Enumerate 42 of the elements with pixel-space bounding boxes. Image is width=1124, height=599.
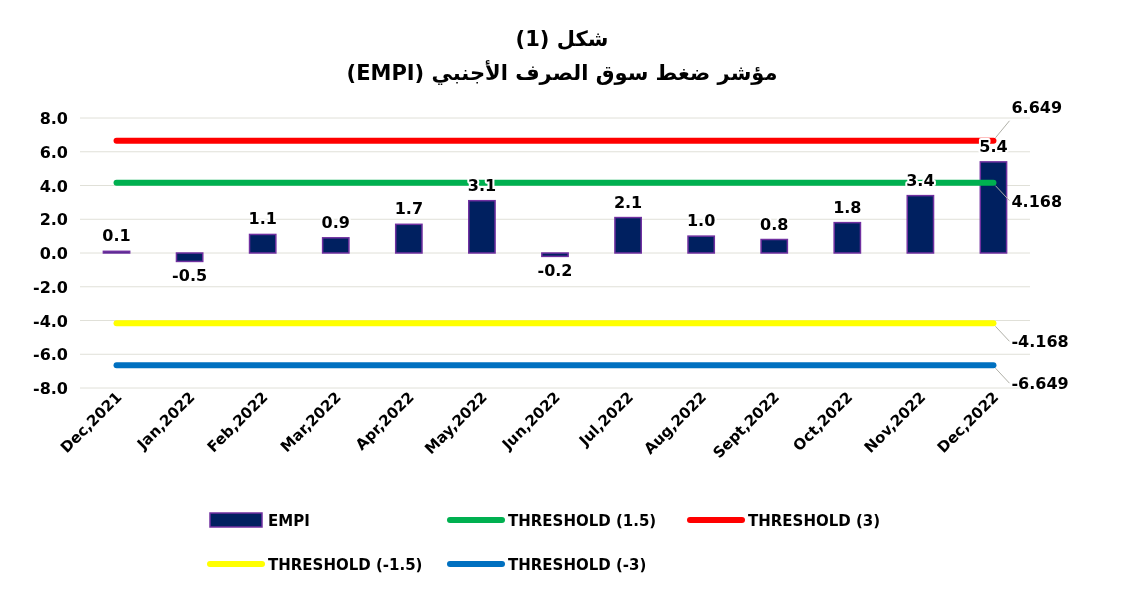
data-label: 0.8 xyxy=(760,214,789,234)
y-tick-label: 6.0 xyxy=(39,142,68,162)
data-label: 1.0 xyxy=(686,211,716,231)
data-label: -0.5 xyxy=(172,266,208,286)
data-label: 5.4 xyxy=(979,136,1008,156)
y-tick-label: -4.0 xyxy=(33,311,68,331)
data-label: 4.168 xyxy=(1011,191,1063,211)
bar xyxy=(906,194,935,254)
legend-label: THRESHOLD (1.5) xyxy=(508,512,657,530)
chart-title: شكل (1) مؤشر ضغط سوق الصرف الأجنبي (EMPI) xyxy=(346,27,778,85)
legend-label: THRESHOLD (-1.5) xyxy=(268,556,423,574)
bar xyxy=(175,252,204,263)
data-label: 2.1 xyxy=(613,192,643,212)
data-label: -4.168 xyxy=(1011,332,1069,352)
bar xyxy=(394,223,423,254)
data-label: 1.1 xyxy=(248,209,277,229)
y-tick-label: 4.0 xyxy=(39,176,68,196)
legend-label: EMPI xyxy=(268,512,310,530)
y-tick-label: -2.0 xyxy=(33,277,68,297)
y-tick-label: -6.0 xyxy=(33,345,68,365)
bar xyxy=(468,199,496,254)
data-label: 0.9 xyxy=(321,212,350,232)
bar xyxy=(687,235,716,254)
y-tick-label: -8.0 xyxy=(33,379,68,398)
data-label: -0.2 xyxy=(537,261,573,281)
bar xyxy=(614,216,642,254)
data-label: 6.649 xyxy=(1011,97,1063,117)
y-tick-label: 8.0 xyxy=(39,109,68,128)
data-label: 1.7 xyxy=(394,199,424,219)
bar xyxy=(541,252,569,258)
legend-label: THRESHOLD (3) xyxy=(748,512,881,530)
y-tick-label: 2.0 xyxy=(39,210,68,230)
data-label: 0.1 xyxy=(102,226,131,246)
bar xyxy=(248,233,277,254)
y-tick-label: 0.0 xyxy=(39,244,68,263)
bar xyxy=(833,221,862,254)
bar xyxy=(760,238,789,254)
bar xyxy=(979,161,1008,254)
bar xyxy=(321,237,350,254)
data-label: 1.8 xyxy=(833,197,862,217)
data-label: -6.649 xyxy=(1011,374,1069,394)
legend-label: THRESHOLD (-3) xyxy=(508,556,647,574)
